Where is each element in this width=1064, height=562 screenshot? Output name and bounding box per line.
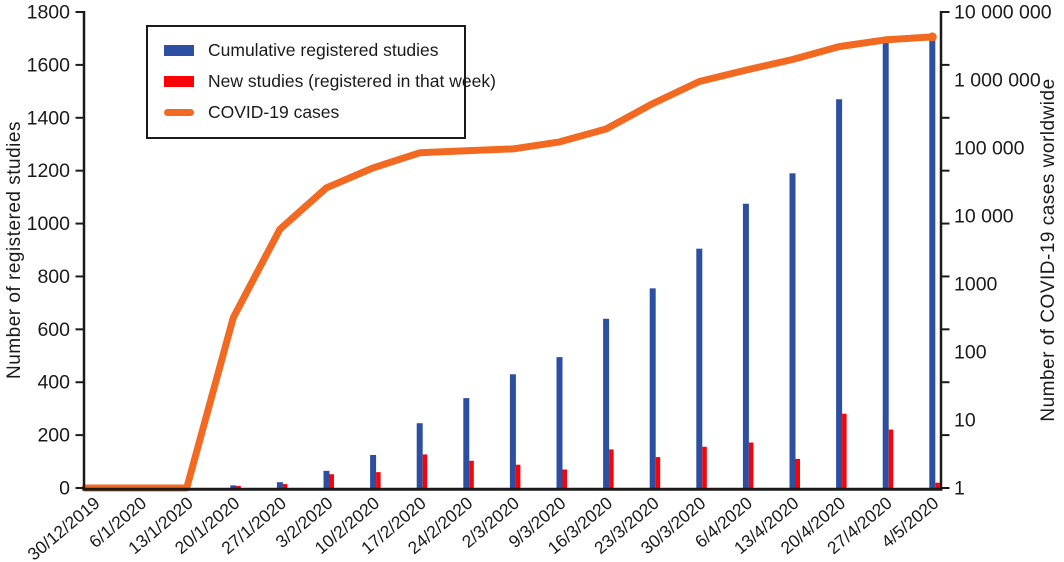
legend-label-covid-cases: COVID-19 cases [208, 102, 340, 122]
left-axis-tick-label: 1000 [27, 213, 71, 235]
legend-label-new-studies: New studies (registered in that week) [208, 71, 496, 91]
right-axis-tick-label: 1 000 000 [954, 70, 1041, 92]
legend-item-cumulative-studies: Cumulative registered studies [148, 35, 464, 66]
right-axis-title: Number of COVID-19 cases worldwide [1038, 78, 1059, 422]
legend-swatch-red-bar [164, 76, 194, 87]
left-axis-title: Number of registered studies [4, 121, 25, 379]
covid-cases-line-end-dot [927, 32, 937, 42]
right-axis-tick-label: 100 000 [954, 138, 1025, 160]
cumulative-studies-bar [463, 398, 470, 489]
left-axis-tick-label: 1200 [27, 160, 71, 182]
new-studies-bar [935, 482, 940, 489]
chart-legend: Cumulative registered studies New studie… [146, 25, 496, 139]
cumulative-studies-bar [696, 248, 703, 489]
new-studies-bar [329, 474, 334, 489]
left-axis-tick-label: 1400 [27, 107, 71, 129]
right-axis-tick-label: 1 [954, 478, 965, 500]
legend-label-cumulative-studies: Cumulative registered studies [208, 40, 439, 60]
left-axis-tick-label: 0 [59, 478, 70, 500]
right-axis-tick-label: 10 000 000 [954, 2, 1052, 24]
cumulative-studies-bar [836, 99, 843, 489]
cumulative-studies-bar [416, 423, 423, 489]
new-studies-bar [795, 458, 800, 489]
cumulative-studies-bar [230, 485, 237, 489]
cumulative-studies-bar [276, 482, 283, 489]
new-studies-bar [748, 442, 754, 489]
right-axis-tick-label: 10 [954, 410, 976, 432]
right-axis-tick-label: 100 [954, 342, 987, 364]
new-studies-bar [655, 457, 661, 489]
legend-item-new-studies: New studies (registered in that week) [148, 66, 496, 97]
left-axis-tick-label: 600 [37, 319, 70, 341]
left-axis-tick-label: 800 [37, 266, 70, 288]
cumulative-studies-bar [370, 454, 377, 489]
new-studies-bar [282, 484, 288, 489]
new-studies-bar [376, 472, 381, 489]
cumulative-studies-bar [742, 203, 749, 489]
cumulative-studies-bar [789, 173, 796, 489]
right-axis-tick-label: 1000 [954, 274, 998, 296]
new-studies-bar [842, 413, 847, 489]
cumulative-studies-bar [882, 41, 889, 489]
left-axis-tick-label: 1800 [27, 2, 71, 24]
new-studies-bar [515, 464, 521, 489]
left-axis-tick-label: 1600 [27, 54, 71, 76]
cumulative-studies-bar [556, 357, 563, 489]
new-studies-bar [702, 446, 707, 489]
cumulative-studies-bar [649, 288, 656, 489]
new-studies-bar [562, 469, 567, 489]
new-studies-bar [609, 449, 614, 489]
x-axis-date-label: 30/12/2019 [24, 493, 104, 562]
new-studies-bar [236, 485, 241, 489]
left-axis-tick-label: 200 [37, 425, 70, 447]
legend-swatch-blue-bar [164, 45, 194, 56]
left-axis-tick-label: 400 [37, 372, 70, 394]
right-axis-tick-label: 10 000 [954, 206, 1014, 228]
new-studies-bar [469, 460, 474, 489]
legend-swatch-orange-line [164, 109, 194, 116]
cumulative-studies-bar [929, 38, 936, 489]
cumulative-studies-bar [323, 470, 330, 489]
new-studies-bar [422, 454, 428, 489]
cumulative-studies-bar [509, 374, 516, 489]
legend-item-covid-cases: COVID-19 cases [148, 97, 464, 128]
covid-cases-line [81, 33, 936, 492]
new-studies-bar [888, 429, 894, 489]
cumulative-studies-bar [603, 318, 610, 489]
